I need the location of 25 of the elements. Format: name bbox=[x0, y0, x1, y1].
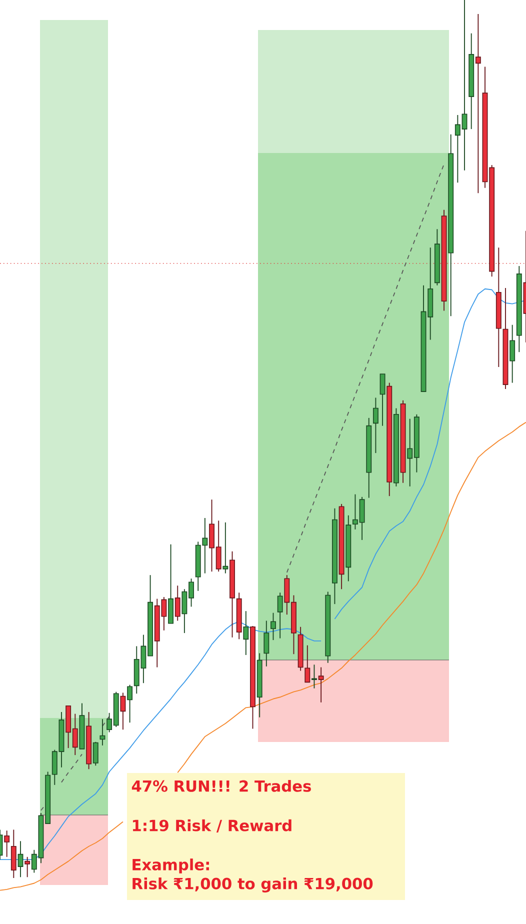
annotation: 47% RUN!!! 2 Trades bbox=[132, 780, 311, 792]
candlestick bbox=[312, 664, 317, 689]
candlestick bbox=[4, 830, 10, 858]
candlestick bbox=[372, 397, 378, 454]
annotation: Risk ₹1,000 to gain ₹19,000 bbox=[132, 878, 373, 892]
candlestick bbox=[10, 829, 16, 878]
candlestick bbox=[264, 620, 270, 667]
candlestick bbox=[18, 840, 24, 878]
candlestick bbox=[120, 692, 126, 730]
candlestick bbox=[100, 718, 106, 746]
candlestick bbox=[243, 610, 249, 656]
candlestick bbox=[270, 612, 276, 641]
candlestick bbox=[304, 644, 310, 683]
candlestick bbox=[510, 324, 516, 384]
candlestick bbox=[92, 741, 98, 766]
annotation: 1:19 Risk / Reward bbox=[132, 819, 292, 832]
candlestick bbox=[318, 666, 324, 703]
candlestick bbox=[475, 14, 481, 194]
candlestick bbox=[222, 522, 228, 574]
annotation: Example: bbox=[132, 858, 209, 874]
candlestick bbox=[24, 856, 30, 878]
candlestick bbox=[277, 592, 283, 639]
candlestick bbox=[174, 585, 180, 622]
candlestick bbox=[380, 374, 386, 426]
candlestick bbox=[127, 684, 133, 724]
